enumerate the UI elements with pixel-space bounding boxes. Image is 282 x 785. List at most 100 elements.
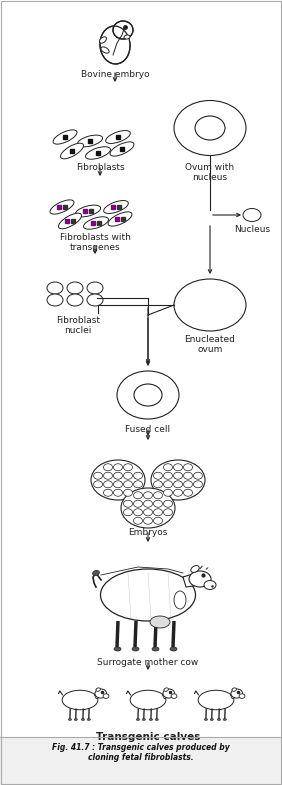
Ellipse shape bbox=[164, 509, 173, 516]
Ellipse shape bbox=[85, 147, 111, 159]
Ellipse shape bbox=[113, 473, 122, 480]
Ellipse shape bbox=[100, 37, 107, 43]
Ellipse shape bbox=[77, 135, 103, 147]
Ellipse shape bbox=[184, 473, 193, 480]
Ellipse shape bbox=[130, 690, 166, 710]
Ellipse shape bbox=[133, 473, 142, 480]
Ellipse shape bbox=[100, 569, 195, 621]
Ellipse shape bbox=[164, 688, 168, 692]
Ellipse shape bbox=[142, 718, 146, 721]
Ellipse shape bbox=[124, 35, 130, 39]
Ellipse shape bbox=[108, 212, 132, 226]
Ellipse shape bbox=[110, 142, 134, 156]
Ellipse shape bbox=[124, 480, 133, 487]
Ellipse shape bbox=[100, 26, 130, 64]
Ellipse shape bbox=[103, 473, 113, 480]
Ellipse shape bbox=[155, 718, 158, 721]
Ellipse shape bbox=[144, 517, 153, 524]
Ellipse shape bbox=[204, 718, 208, 721]
Ellipse shape bbox=[173, 473, 182, 480]
Ellipse shape bbox=[191, 565, 199, 572]
Ellipse shape bbox=[170, 647, 177, 651]
Ellipse shape bbox=[153, 517, 162, 524]
Ellipse shape bbox=[104, 200, 128, 214]
Ellipse shape bbox=[94, 480, 102, 487]
Ellipse shape bbox=[103, 480, 113, 487]
Ellipse shape bbox=[124, 500, 133, 507]
Ellipse shape bbox=[217, 718, 221, 721]
Ellipse shape bbox=[163, 689, 175, 698]
Ellipse shape bbox=[94, 473, 102, 480]
Ellipse shape bbox=[91, 460, 145, 500]
Ellipse shape bbox=[133, 517, 142, 524]
Ellipse shape bbox=[174, 591, 186, 609]
Ellipse shape bbox=[124, 509, 133, 516]
Text: Fibroblasts with
transgenes: Fibroblasts with transgenes bbox=[60, 233, 131, 253]
Ellipse shape bbox=[171, 694, 177, 699]
Ellipse shape bbox=[152, 647, 159, 651]
Ellipse shape bbox=[83, 217, 109, 229]
Ellipse shape bbox=[108, 27, 130, 53]
Text: Nucleus: Nucleus bbox=[234, 225, 270, 234]
Text: Fig. 41.7 : Transgenic calves produced by
cloning fetal fibroblasts.: Fig. 41.7 : Transgenic calves produced b… bbox=[52, 743, 230, 762]
Ellipse shape bbox=[184, 480, 193, 487]
Ellipse shape bbox=[232, 688, 236, 692]
Ellipse shape bbox=[117, 371, 179, 419]
Text: Enucleated
ovum: Enucleated ovum bbox=[184, 335, 235, 354]
Ellipse shape bbox=[153, 500, 162, 507]
Ellipse shape bbox=[231, 689, 243, 698]
Ellipse shape bbox=[113, 21, 133, 39]
Ellipse shape bbox=[189, 571, 211, 587]
Ellipse shape bbox=[101, 47, 109, 53]
Ellipse shape bbox=[114, 647, 121, 651]
Ellipse shape bbox=[133, 509, 142, 516]
Ellipse shape bbox=[174, 279, 246, 331]
Ellipse shape bbox=[174, 100, 246, 155]
Text: Surrogate mother cow: Surrogate mother cow bbox=[97, 658, 199, 667]
Ellipse shape bbox=[153, 509, 162, 516]
Ellipse shape bbox=[133, 491, 142, 498]
Ellipse shape bbox=[204, 580, 216, 590]
Ellipse shape bbox=[133, 500, 142, 507]
Text: Embryos: Embryos bbox=[128, 528, 168, 537]
Text: Fibroblasts: Fibroblasts bbox=[76, 163, 124, 172]
Ellipse shape bbox=[87, 294, 103, 306]
Ellipse shape bbox=[150, 616, 170, 628]
Ellipse shape bbox=[106, 130, 130, 144]
Ellipse shape bbox=[193, 473, 202, 480]
Ellipse shape bbox=[184, 464, 193, 471]
Ellipse shape bbox=[74, 718, 77, 721]
Ellipse shape bbox=[113, 464, 122, 471]
Ellipse shape bbox=[164, 500, 173, 507]
Ellipse shape bbox=[87, 718, 91, 721]
Ellipse shape bbox=[153, 473, 162, 480]
Ellipse shape bbox=[164, 489, 173, 496]
Ellipse shape bbox=[149, 718, 153, 721]
Polygon shape bbox=[230, 692, 237, 699]
Ellipse shape bbox=[173, 464, 182, 471]
Polygon shape bbox=[183, 573, 200, 587]
Ellipse shape bbox=[47, 294, 63, 306]
Ellipse shape bbox=[60, 143, 83, 159]
Ellipse shape bbox=[103, 489, 113, 496]
Ellipse shape bbox=[103, 464, 113, 471]
Ellipse shape bbox=[144, 491, 153, 498]
Ellipse shape bbox=[193, 480, 202, 487]
Ellipse shape bbox=[47, 282, 63, 294]
Ellipse shape bbox=[239, 694, 245, 699]
Bar bbox=[0, 737, 282, 785]
Text: Fibroblast
nuclei: Fibroblast nuclei bbox=[56, 316, 100, 335]
Ellipse shape bbox=[210, 718, 213, 721]
Ellipse shape bbox=[132, 647, 139, 651]
Ellipse shape bbox=[164, 480, 173, 487]
Ellipse shape bbox=[136, 718, 140, 721]
Ellipse shape bbox=[133, 480, 142, 487]
Ellipse shape bbox=[113, 489, 122, 496]
Ellipse shape bbox=[164, 473, 173, 480]
Ellipse shape bbox=[195, 116, 225, 140]
Ellipse shape bbox=[144, 500, 153, 507]
Ellipse shape bbox=[173, 489, 182, 496]
Ellipse shape bbox=[124, 473, 133, 480]
Ellipse shape bbox=[67, 282, 83, 294]
Ellipse shape bbox=[151, 460, 205, 500]
